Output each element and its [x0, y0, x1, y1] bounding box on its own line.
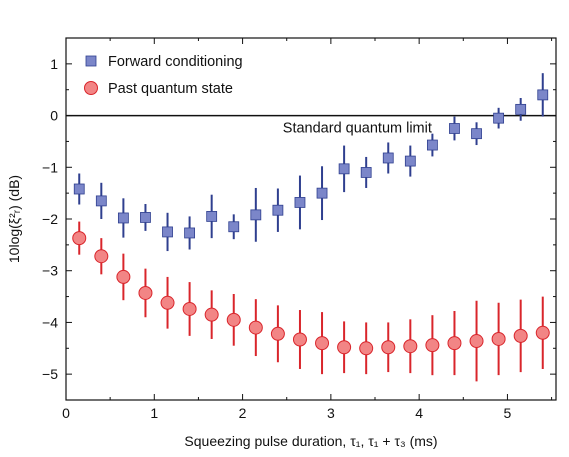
- x-tick-label: 1: [150, 405, 158, 421]
- forward-conditioning-point: [471, 128, 482, 140]
- forward-conditioning-point: [294, 197, 306, 208]
- forward-conditioning-point: [515, 103, 527, 115]
- past-quantum-state-point: [204, 307, 219, 322]
- past-quantum-state-point: [292, 332, 307, 347]
- past-quantum-state-point: [513, 328, 528, 343]
- y-tick-label: −3: [42, 263, 58, 279]
- past-quantum-state-point: [337, 340, 352, 355]
- past-quantum-state-point: [381, 340, 396, 355]
- past-quantum-state-point: [315, 336, 330, 351]
- past-quantum-state-point: [226, 312, 241, 327]
- y-tick-label: −2: [42, 211, 58, 227]
- forward-conditioning-point: [184, 227, 196, 239]
- forward-conditioning-point: [140, 212, 151, 223]
- forward-conditioning-point: [404, 155, 416, 167]
- forward-conditioning-point: [250, 209, 262, 221]
- forward-conditioning-point: [316, 187, 328, 199]
- past-quantum-state-point: [447, 336, 462, 351]
- past-quantum-state-point: [359, 341, 374, 356]
- forward-conditioning-point: [338, 163, 350, 175]
- forward-conditioning-point: [426, 139, 438, 151]
- past-quantum-state-point: [535, 325, 550, 340]
- forward-conditioning-point: [493, 112, 505, 124]
- forward-conditioning-point: [272, 204, 284, 216]
- x-tick-label: 5: [504, 405, 512, 421]
- past-quantum-state-point: [248, 320, 263, 335]
- forward-conditioning-point: [117, 212, 129, 224]
- past-quantum-state-point: [403, 339, 418, 354]
- forward-conditioning-point: [73, 183, 85, 195]
- past-quantum-state-point: [94, 249, 109, 264]
- past-quantum-state-point: [160, 295, 175, 310]
- x-axis-label: Squeezing pulse duration, τ₁, τ₁ + τ₃ (m…: [184, 433, 437, 449]
- past-quantum-state-point: [182, 301, 197, 316]
- legend-forward-label: Forward conditioning: [108, 54, 243, 70]
- forward-conditioning-point: [95, 195, 107, 207]
- legend-forward-marker: [85, 55, 97, 67]
- y-tick-label: 1: [50, 56, 58, 72]
- past-quantum-state-point: [491, 331, 506, 346]
- forward-conditioning-point: [206, 211, 218, 222]
- y-tick-label: −5: [42, 366, 58, 382]
- forward-conditioning-point: [537, 89, 549, 101]
- forward-conditioning-point: [382, 152, 394, 164]
- y-tick-label: 0: [50, 108, 58, 124]
- y-tick-label: −1: [42, 159, 58, 175]
- past-quantum-state-point: [116, 269, 131, 284]
- past-quantum-state-point: [425, 338, 440, 353]
- y-tick-label: −4: [42, 314, 58, 330]
- past-quantum-state-point: [469, 334, 484, 349]
- forward-conditioning-point: [162, 226, 173, 238]
- legend-past-label: Past quantum state: [108, 81, 233, 97]
- past-quantum-state-point: [72, 231, 87, 246]
- past-quantum-state-point: [138, 285, 153, 300]
- forward-conditioning-point: [449, 123, 460, 134]
- y-axis-label: 10log(ξ²ᵣ) (dB): [6, 175, 22, 263]
- standard-quantum-limit-label: Standard quantum limit: [283, 121, 432, 137]
- forward-conditioning-point: [360, 167, 372, 178]
- past-quantum-state-point: [270, 326, 285, 341]
- legend-past-marker: [84, 81, 98, 95]
- forward-conditioning-point: [228, 221, 240, 233]
- x-tick-label: 2: [239, 405, 247, 421]
- x-tick-label: 0: [62, 405, 70, 421]
- x-tick-label: 4: [415, 405, 423, 421]
- x-tick-label: 3: [327, 405, 335, 421]
